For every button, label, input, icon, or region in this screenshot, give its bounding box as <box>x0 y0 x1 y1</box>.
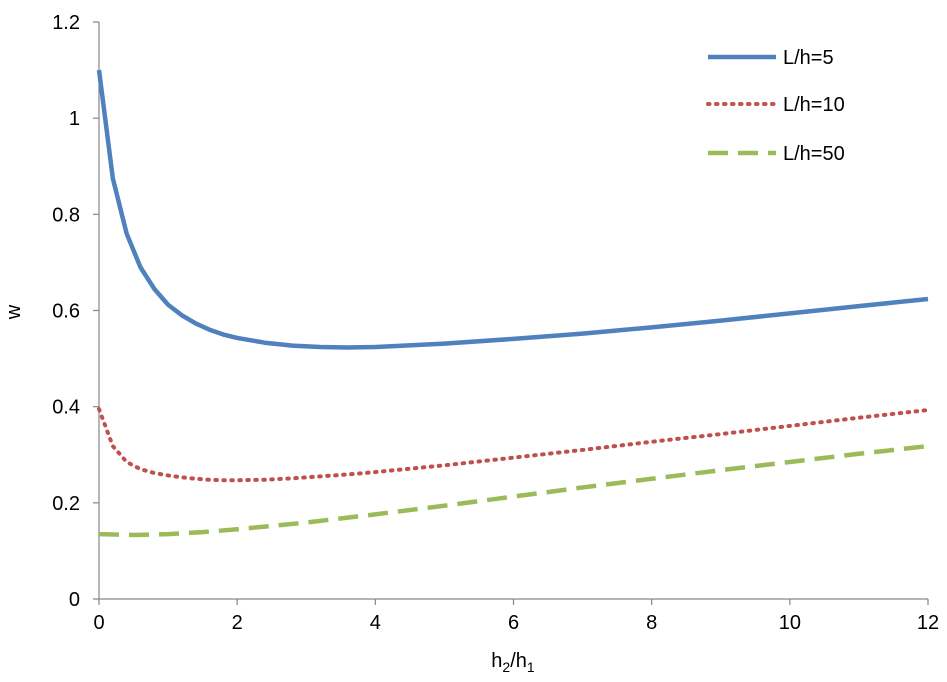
series-line-1 <box>96 69 929 350</box>
x-tick-label: 0 <box>93 612 104 634</box>
y-tick-label: 0.6 <box>52 301 80 323</box>
axes: 0 0.2 0.4 0.6 0.8 1 1.2 0 2 4 6 8 10 12 <box>52 12 939 634</box>
x-tick-label: 2 <box>232 612 243 634</box>
x-tick-label: 10 <box>779 612 801 634</box>
plot-area <box>96 69 930 538</box>
y-tick-label: 0.4 <box>52 397 80 419</box>
legend-label-3: L/h=50 <box>783 143 845 165</box>
x-tick-label: 8 <box>646 612 657 634</box>
x-axis-title: h2/h1 <box>491 650 535 675</box>
y-axis-title: w <box>3 304 25 320</box>
y-tick-label: 0 <box>69 589 80 611</box>
legend: L/h=5 L/h=10 L/h=50 <box>706 47 845 165</box>
y-tick-label: 1.2 <box>52 12 80 34</box>
x-tick-label: 12 <box>917 612 939 634</box>
legend-label-1: L/h=5 <box>783 47 834 69</box>
y-tick-label: 1 <box>69 108 80 130</box>
y-tick-label: 0.2 <box>52 493 80 515</box>
x-tick-label: 6 <box>508 612 519 634</box>
x-tick-label: 4 <box>370 612 381 634</box>
legend-label-2: L/h=10 <box>783 94 845 116</box>
series-line-2 <box>97 407 930 483</box>
y-tick-label: 0.8 <box>52 204 80 226</box>
series-line-3 <box>98 443 929 538</box>
